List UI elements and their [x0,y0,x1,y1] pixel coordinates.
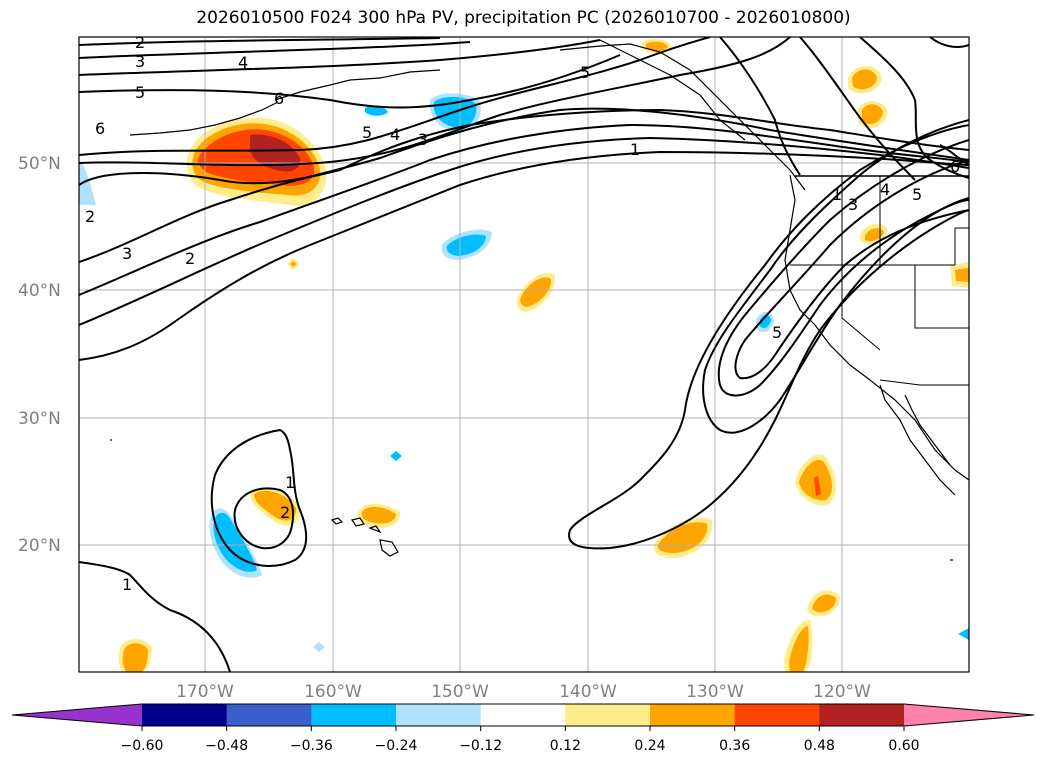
precip-positive-blob [520,277,552,307]
precip-negative-blob [446,234,486,256]
colorbar-segment [480,704,566,726]
contour-label: 3 [418,130,428,149]
coastlines [110,39,969,561]
colorbar: −0.60 −0.48 −0.36 −0.24 −0.12 0.12 0.24 0.36 0.4… [11,703,1035,754]
contour-label: 6 [950,157,960,176]
contour-label: 1 [832,185,842,204]
colorbar-tick-label: 0.24 [634,738,665,754]
lon-label: 150°W [431,682,489,702]
precip-positive-blob [250,134,301,172]
precip-positive-blob [789,626,809,672]
contour-label: 1 [630,140,640,159]
lat-label: 40°N [18,281,61,301]
contour-label: 5 [135,83,145,102]
colorbar-tick-label: 0.36 [719,738,750,754]
precip-positive-blob [122,643,148,672]
precip-negative-blob [213,512,257,572]
lon-label: 130°W [686,682,744,702]
contour-label: 5 [772,323,782,342]
lon-label: 120°W [813,682,871,702]
colorbar-segment [904,704,1034,726]
precip-negative-blob [390,451,402,461]
colorbar-tick-label: 0.60 [888,738,919,754]
contour-label: 2 [135,33,145,52]
lat-label: 50°N [18,154,61,174]
precip-positive-blob [254,490,297,521]
precip-negative-blob [313,642,325,652]
precip-positive-blob [361,506,396,524]
colorbar-tick-label: −0.12 [459,738,502,754]
colorbar-segment [311,704,397,726]
colorbar-segment [565,704,651,726]
precip-positive-blob [862,104,883,125]
lon-label: 140°W [559,682,617,702]
precip-negative-blob [760,314,771,328]
colorbar-segment [12,704,142,726]
colorbar-segment [734,704,820,726]
contour-labels: 2 3 4 5 6 6 5 4 3 2 3 2 1 5 1 3 5 6 4 5 … [85,33,960,594]
contour-label: 1 [122,575,132,594]
contour-label: 4 [390,125,400,144]
lat-label: 30°N [18,409,61,429]
contour-label: 2 [85,207,95,226]
colorbar-segment [819,704,905,726]
contour-label: 3 [848,195,858,214]
colorbar-segment [226,704,312,726]
contour-label: 5 [912,185,922,204]
contour-label: 6 [274,89,284,108]
map-area: 2 3 4 5 6 6 5 4 3 2 3 2 1 5 1 3 5 6 4 5 … [79,33,969,672]
latitude-labels: 50°N 40°N 30°N 20°N [18,154,61,556]
colorbar-segment [142,704,228,726]
contour-label: 4 [238,53,248,72]
contour-label: 2 [280,503,290,522]
precip-shading [79,39,969,672]
precip-negative-blob [79,160,96,205]
contour-label: 5 [362,123,372,142]
contour-label: 6 [95,119,105,138]
colorbar-tick-label: −0.60 [121,738,164,754]
plot-title: 2026010500 F024 300 hPa PV, precipitatio… [196,8,851,28]
colorbar-segment [396,704,482,726]
contour-label: 1 [285,473,295,492]
contour-label: 3 [122,244,132,263]
precip-positive-blob [955,268,969,282]
colorbar-segment [650,704,736,726]
map-frame [78,36,970,673]
lon-label: 160°W [304,682,362,702]
contour-label: 4 [880,180,890,199]
longitude-labels: 170°W 160°W 150°W 140°W 130°W 120°W [176,682,871,702]
precip-positive-blob [814,476,821,496]
colorbar-tick-label: −0.48 [205,738,248,754]
precip-negative-blob [365,105,388,116]
precip-negative-blob [958,628,969,640]
lat-label: 20°N [18,536,61,556]
precip-positive-blob [290,261,297,267]
precip-positive-blob [646,41,668,52]
colorbar-tick-label: 0.12 [550,738,581,754]
colorbar-tick-label: −0.36 [290,738,333,754]
contour-label: 3 [135,52,145,71]
colorbar-tick-label: −0.24 [375,738,418,754]
colorbar-tick-label: 0.48 [804,738,835,754]
precip-positive-blob [852,69,877,90]
contour-label: 5 [580,63,590,82]
precip-positive-blob [865,228,884,242]
pv-contours [79,37,969,672]
contour-label: 2 [185,249,195,268]
precip-positive-blob [812,594,836,613]
lon-label: 170°W [176,682,234,702]
